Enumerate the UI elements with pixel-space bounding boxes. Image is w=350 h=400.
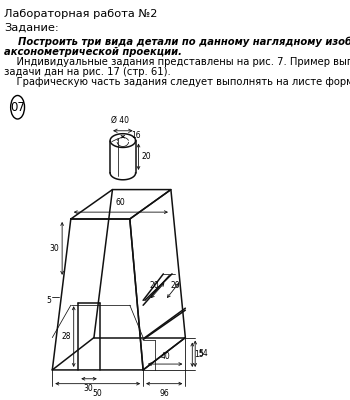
Text: 60: 60: [116, 198, 125, 207]
Text: 5: 5: [46, 296, 51, 305]
Text: 20: 20: [170, 281, 180, 290]
Text: Индивидуальные задания представлены на рис. 7. Пример выполнения: Индивидуальные задания представлены на р…: [4, 57, 350, 67]
Text: Ø 40: Ø 40: [111, 116, 129, 125]
Text: Построить три вида детали по данному наглядному изображению в: Построить три вида детали по данному наг…: [4, 37, 350, 47]
Text: Графическую часть задания следует выполнять на листе формата А3.: Графическую часть задания следует выполн…: [4, 77, 350, 87]
Text: Задание:: Задание:: [4, 23, 59, 33]
Text: 54: 54: [198, 349, 208, 358]
Text: 20: 20: [150, 281, 160, 290]
Text: 15: 15: [195, 350, 204, 359]
Text: 50: 50: [92, 388, 102, 398]
Text: 20: 20: [141, 152, 151, 161]
Text: 28: 28: [61, 332, 71, 341]
Text: 30: 30: [49, 244, 59, 253]
Text: аксонометрической проекции.: аксонометрической проекции.: [4, 46, 182, 56]
Text: Лабораторная работа №2: Лабораторная работа №2: [4, 9, 158, 19]
Text: 30: 30: [84, 384, 93, 393]
Text: 96: 96: [159, 388, 169, 398]
Text: задачи дан на рис. 17 (стр. 61).: задачи дан на рис. 17 (стр. 61).: [4, 67, 171, 77]
Text: 16: 16: [132, 131, 141, 140]
Text: 07: 07: [10, 101, 25, 114]
Text: 40: 40: [160, 352, 170, 361]
